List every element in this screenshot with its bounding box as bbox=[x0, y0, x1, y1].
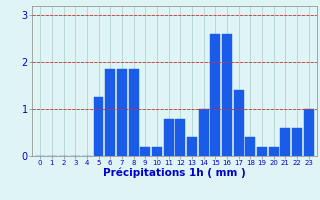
Bar bbox=[175, 118, 185, 156]
Bar bbox=[222, 34, 232, 156]
Bar bbox=[93, 97, 103, 156]
Bar bbox=[187, 137, 197, 156]
Bar bbox=[269, 147, 279, 156]
Bar bbox=[152, 147, 162, 156]
Bar bbox=[105, 69, 115, 156]
Bar bbox=[292, 128, 302, 156]
Bar bbox=[117, 69, 127, 156]
Bar bbox=[199, 109, 209, 156]
Bar bbox=[129, 69, 139, 156]
Bar bbox=[304, 109, 314, 156]
Bar bbox=[245, 137, 255, 156]
Bar bbox=[164, 118, 173, 156]
Bar bbox=[210, 34, 220, 156]
X-axis label: Précipitations 1h ( mm ): Précipitations 1h ( mm ) bbox=[103, 168, 246, 178]
Bar bbox=[234, 90, 244, 156]
Bar bbox=[140, 147, 150, 156]
Bar bbox=[257, 147, 267, 156]
Bar bbox=[280, 128, 290, 156]
